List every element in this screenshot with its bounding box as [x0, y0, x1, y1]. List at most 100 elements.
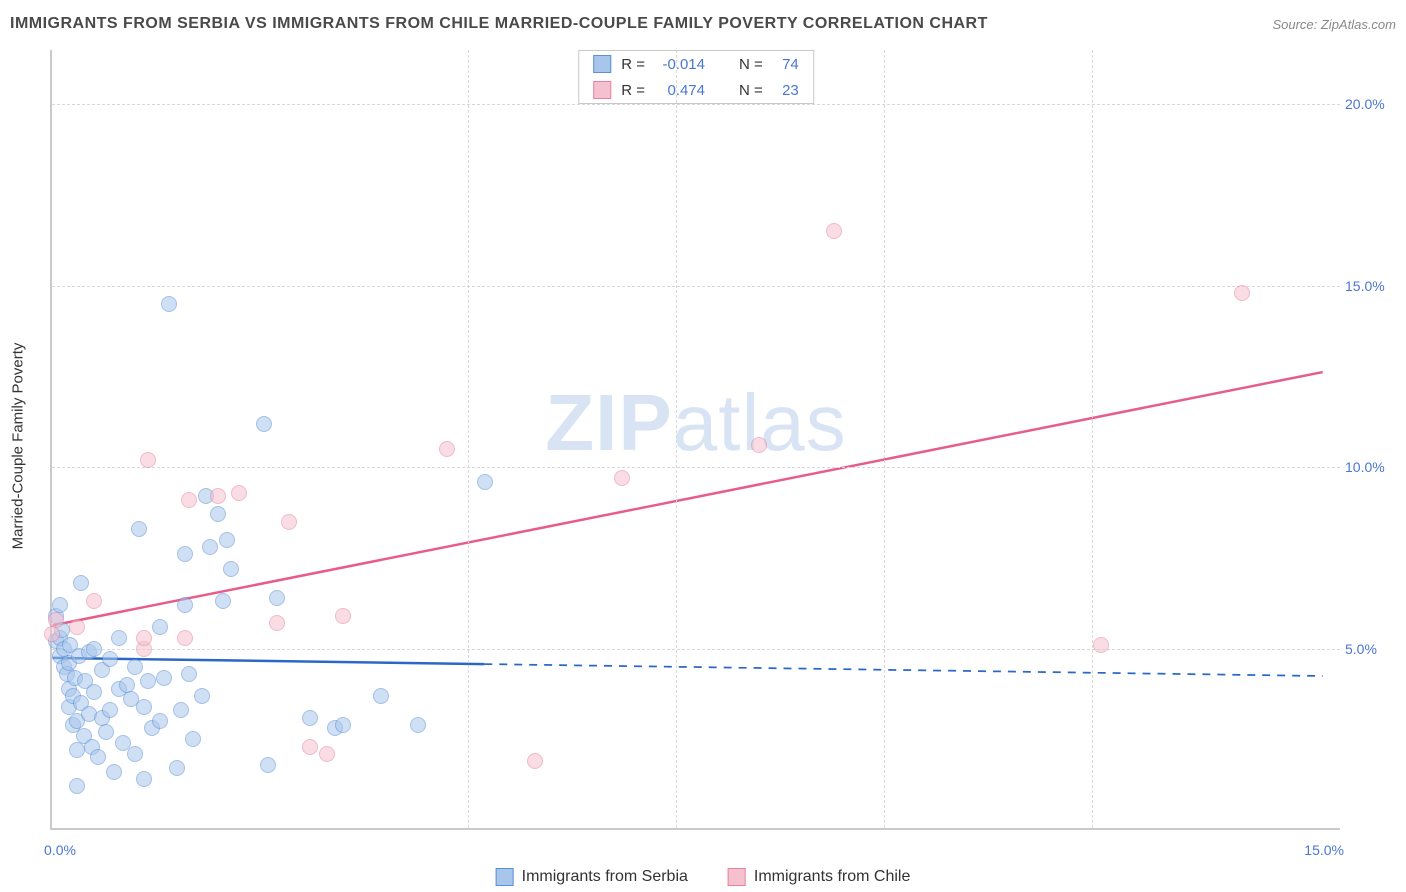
- data-point: [106, 764, 122, 780]
- data-point: [302, 739, 318, 755]
- legend-swatch: [728, 868, 746, 886]
- stat-n-label: N =: [739, 82, 763, 99]
- stat-r-label: R =: [621, 82, 645, 99]
- gridline-vertical: [676, 50, 677, 828]
- data-point: [527, 753, 543, 769]
- y-tick-label: 20.0%: [1345, 96, 1395, 112]
- data-point: [161, 296, 177, 312]
- data-point: [152, 619, 168, 635]
- data-point: [439, 441, 455, 457]
- data-point: [69, 742, 85, 758]
- data-point: [152, 713, 168, 729]
- data-point: [260, 757, 276, 773]
- data-point: [1093, 637, 1109, 653]
- data-point: [751, 437, 767, 453]
- data-point: [269, 615, 285, 631]
- data-point: [210, 488, 226, 504]
- data-point: [111, 630, 127, 646]
- stat-n-value: 74: [773, 56, 799, 73]
- data-point: [219, 532, 235, 548]
- data-point: [614, 470, 630, 486]
- data-point: [156, 670, 172, 686]
- data-point: [194, 688, 210, 704]
- data-point: [177, 597, 193, 613]
- data-point: [131, 521, 147, 537]
- data-point: [48, 612, 64, 628]
- stat-r-value: -0.014: [655, 56, 705, 73]
- data-point: [181, 666, 197, 682]
- data-point: [181, 492, 197, 508]
- source-label: Source:: [1272, 17, 1320, 32]
- data-point: [410, 717, 426, 733]
- chart-title: IMMIGRANTS FROM SERBIA VS IMMIGRANTS FRO…: [10, 15, 988, 33]
- data-point: [169, 760, 185, 776]
- data-point: [140, 673, 156, 689]
- x-tick-label: 15.0%: [1304, 842, 1344, 858]
- data-point: [136, 630, 152, 646]
- stat-r-value: 0.474: [655, 82, 705, 99]
- data-point: [86, 593, 102, 609]
- watermark-light: atlas: [673, 378, 847, 467]
- data-point: [269, 590, 285, 606]
- scatter-plot-area: ZIPatlas R =-0.014N =74R =0.474N =23 5.0…: [50, 50, 1340, 830]
- data-point: [215, 593, 231, 609]
- stat-n-label: N =: [739, 56, 763, 73]
- data-point: [44, 626, 60, 642]
- source-attribution: Source: ZipAtlas.com: [1272, 17, 1396, 32]
- data-point: [86, 684, 102, 700]
- gridline-vertical: [468, 50, 469, 828]
- data-point: [1234, 285, 1250, 301]
- watermark: ZIPatlas: [545, 377, 846, 469]
- data-point: [223, 561, 239, 577]
- data-point: [90, 749, 106, 765]
- stats-row: R =0.474N =23: [579, 77, 813, 103]
- y-axis-label: Married-Couple Family Poverty: [10, 343, 27, 550]
- stats-row: R = -0.014 N = 74: [579, 51, 813, 77]
- source-value: ZipAtlas.com: [1321, 17, 1396, 32]
- watermark-bold: ZIP: [545, 378, 672, 467]
- data-point: [127, 659, 143, 675]
- data-point: [69, 619, 85, 635]
- gridline-vertical: [884, 50, 885, 828]
- data-point: [140, 452, 156, 468]
- gridline-horizontal: [52, 104, 1340, 105]
- x-tick-label: 0.0%: [44, 842, 76, 858]
- data-point: [335, 717, 351, 733]
- y-tick-label: 15.0%: [1345, 278, 1395, 294]
- series-legend: Immigrants from Serbia Immigrants from Ch…: [496, 868, 911, 886]
- data-point: [281, 514, 297, 530]
- data-point: [373, 688, 389, 704]
- data-point: [231, 485, 247, 501]
- data-point: [119, 677, 135, 693]
- data-point: [86, 641, 102, 657]
- data-point: [210, 506, 226, 522]
- legend-item: Immigrants from Chile: [728, 868, 910, 886]
- data-point: [73, 575, 89, 591]
- data-point: [173, 702, 189, 718]
- legend-label: Immigrants from Chile: [754, 868, 910, 886]
- data-point: [69, 778, 85, 794]
- data-point: [335, 608, 351, 624]
- data-point: [136, 771, 152, 787]
- data-point: [102, 651, 118, 667]
- data-point: [127, 746, 143, 762]
- legend-item: Immigrants from Serbia: [496, 868, 688, 886]
- legend-swatch: [496, 868, 514, 886]
- gridline-horizontal: [52, 467, 1340, 468]
- data-point: [185, 731, 201, 747]
- stat-r-label: R =: [621, 56, 645, 73]
- data-point: [177, 546, 193, 562]
- y-tick-label: 10.0%: [1345, 459, 1395, 475]
- data-point: [319, 746, 335, 762]
- data-point: [302, 710, 318, 726]
- data-point: [256, 416, 272, 432]
- data-point: [477, 474, 493, 490]
- series-swatch: [593, 55, 611, 73]
- trendlines-layer: [52, 50, 1340, 828]
- correlation-stats-box: R =-0.014N =74R =0.474N =23: [578, 50, 814, 104]
- gridline-vertical: [1092, 50, 1093, 828]
- data-point: [136, 699, 152, 715]
- data-point: [177, 630, 193, 646]
- series-swatch: [593, 81, 611, 99]
- legend-label: Immigrants from Serbia: [522, 868, 688, 886]
